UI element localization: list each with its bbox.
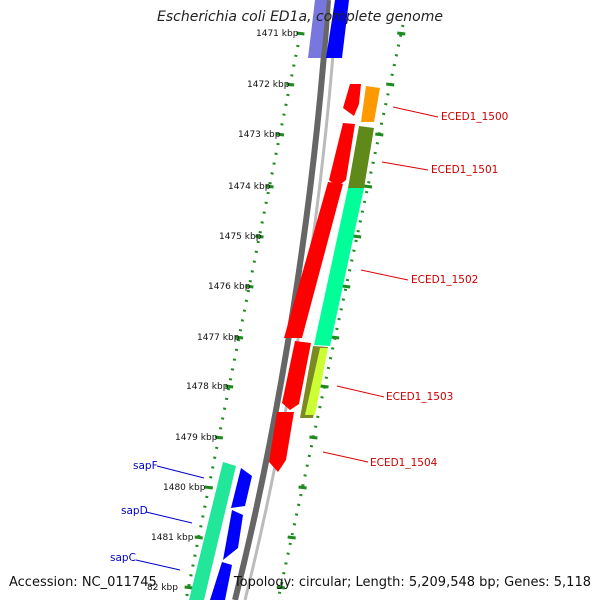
outer-major-tick (234, 335, 244, 340)
gene-label-eced1-1501[interactable]: ECED1_1501 (431, 164, 498, 176)
gene-feature-eced1-1501-olive[interactable] (348, 126, 374, 188)
tick-ring-outer (184, 44, 300, 600)
gene-feature-eced1-1503-yellow[interactable] (305, 348, 328, 415)
gene-feature-eced1-1500-orange[interactable] (361, 86, 380, 122)
genome-summary-label: Topology: circular; Length: 5,209,548 bp… (233, 575, 591, 590)
tick-label-1476: 1476 kbp (208, 282, 251, 292)
tick-label-1478: 1478 kbp (186, 382, 229, 392)
outer-major-tick (296, 31, 305, 36)
tick-label-1479: 1479 kbp (175, 433, 218, 443)
tick-label-1475: 1475 kbp (219, 232, 262, 242)
gene-label-eced1-1502[interactable]: ECED1_1502 (411, 274, 478, 286)
genome-backbone-dark (232, 0, 331, 600)
inner-major-tick (363, 184, 373, 189)
leader-line-sapc (135, 559, 181, 571)
inner-major-tick (320, 384, 329, 389)
gene-label-sapd[interactable]: sapD (121, 505, 148, 517)
tick-label-1471: 1471 kbp (256, 29, 299, 39)
gene-feature-sapd-blue[interactable] (223, 510, 243, 560)
outer-major-tick (214, 435, 224, 440)
leader-line-eced1-1500 (392, 106, 439, 118)
gene-label-sapf[interactable]: sapF (133, 460, 158, 472)
tick-ring-inner (276, 24, 405, 600)
major-ticks (184, 31, 406, 590)
leader-line-sapd (145, 511, 193, 524)
gene-label-sapc[interactable]: sapC (110, 552, 136, 564)
leader-line-sapf (156, 465, 205, 479)
map-title: Escherichia coli ED1a, complete genome (157, 9, 443, 25)
leader-line-eced1-1504 (322, 451, 369, 463)
gene-feature-eced1-1502-red[interactable] (284, 182, 343, 338)
gene-feature-sapc-blue[interactable] (210, 562, 232, 600)
gene-label-eced1-1500[interactable]: ECED1_1500 (441, 111, 508, 123)
gene-feature-sapf-blue[interactable] (231, 468, 252, 508)
accession-label: Accession: NC_011745 (9, 575, 157, 590)
inner-major-tick (330, 335, 340, 340)
tick-label-1481: 1481 kbp (151, 533, 194, 543)
inner-major-tick (342, 284, 351, 289)
gene-feature-eced1-1502-green[interactable] (314, 188, 364, 346)
inner-major-tick (309, 435, 318, 440)
gene-feature-top-purple[interactable] (308, 0, 327, 58)
gene-feature-eced1-1501-red[interactable] (329, 123, 355, 187)
gene-feature-eced1-1503-red[interactable] (282, 341, 311, 410)
inner-major-tick (397, 31, 406, 36)
outer-major-tick (265, 184, 274, 189)
gene-label-eced1-1503[interactable]: ECED1_1503 (386, 391, 453, 403)
outer-major-tick (255, 234, 264, 239)
tick-label-1474: 1474 kbp (228, 182, 271, 192)
leader-line-eced1-1501 (381, 161, 429, 171)
tick-label-1482: 82 kbp (147, 583, 178, 593)
inner-major-tick (385, 82, 395, 87)
outer-major-tick (194, 535, 203, 540)
gene-feature-eced1-1500-red[interactable] (343, 84, 361, 116)
gene-feature-sapf-green[interactable] (189, 462, 236, 600)
gene-label-eced1-1504[interactable]: ECED1_1504 (370, 457, 438, 469)
inner-major-tick (375, 132, 384, 137)
leader-line-eced1-1503 (336, 385, 385, 398)
inner-major-tick (352, 234, 362, 239)
gene-feature-top-blue[interactable] (326, 0, 349, 58)
outer-major-tick (184, 585, 193, 590)
inner-major-tick (276, 585, 286, 590)
tick-label-1472: 1472 kbp (247, 80, 290, 90)
inner-major-tick (298, 485, 307, 490)
inner-major-tick (287, 535, 296, 540)
outer-major-tick (275, 132, 285, 137)
tick-label-1477: 1477 kbp (197, 333, 240, 343)
outer-major-tick (285, 82, 295, 87)
gene-feature-eced1-1504-red[interactable] (269, 412, 294, 472)
outer-major-tick (245, 284, 254, 289)
outer-major-tick (224, 384, 234, 389)
tick-label-1473: 1473 kbp (238, 130, 281, 140)
leader-line-eced1-1502 (360, 269, 409, 281)
outer-major-tick (204, 485, 213, 490)
tick-label-1480: 1480 kbp (163, 483, 206, 493)
